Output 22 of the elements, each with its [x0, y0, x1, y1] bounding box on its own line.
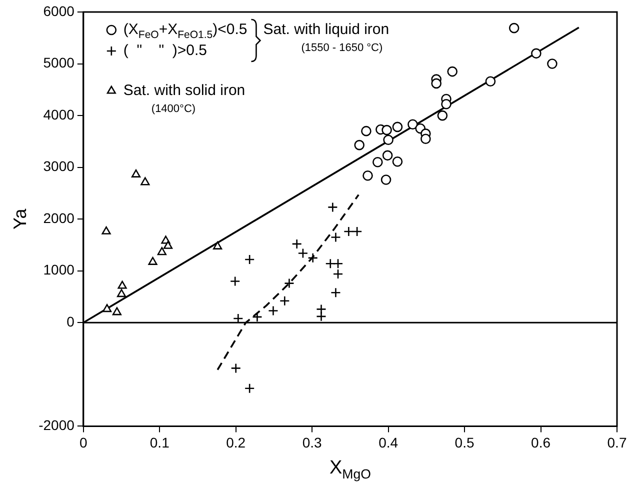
y-tick-label: 1000 [43, 262, 75, 278]
legend-label: Sat. with solid iron [123, 82, 246, 100]
x-tick-label: 0.6 [531, 434, 551, 450]
x-tick-label: 0.1 [150, 434, 170, 450]
y-tick-label: 0 [66, 314, 75, 330]
x-tick-label: 0.7 [607, 434, 627, 450]
x-tick-label: 0.5 [454, 434, 474, 450]
y-tick-label: 3000 [43, 158, 75, 174]
x-tick-label: 0.3 [302, 434, 322, 450]
x-tick-label: 0.2 [226, 434, 246, 450]
y-tick-label: 5000 [43, 54, 75, 71]
annotation: (1550 - 1650 °C) [301, 42, 383, 54]
x-tick-label: 0.4 [378, 434, 398, 450]
y-axis-title: Ya [10, 208, 30, 230]
x-tick-label: 0 [80, 434, 88, 450]
y-tick-label: -2000 [38, 417, 75, 434]
annotation: Sat. with liquid iron [263, 21, 390, 38]
y-tick-label: 2000 [43, 210, 75, 226]
legend-label: ( " " )>0.5 [123, 42, 207, 60]
y-tick-label: 6000 [43, 2, 75, 19]
y-tick-label: 4000 [43, 106, 75, 122]
annotation: (1400°C) [151, 102, 196, 115]
